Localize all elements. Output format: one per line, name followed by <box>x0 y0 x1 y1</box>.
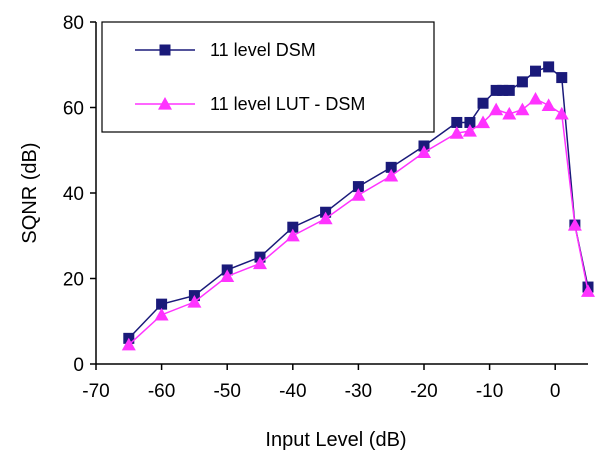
y-tick-label: 20 <box>63 270 84 291</box>
data-point <box>515 102 530 116</box>
legend-marker-lut-dsm <box>158 97 172 110</box>
legend-label-lut-dsm: 11 level LUT - DSM <box>210 94 365 114</box>
x-tick-label: -40 <box>279 381 306 402</box>
x-axis-label: Input Level (dB) <box>265 429 406 451</box>
series-line <box>128 98 589 346</box>
x-tick-label: -20 <box>410 381 437 402</box>
data-point <box>287 221 299 233</box>
data-point <box>187 295 202 308</box>
data-point <box>556 72 568 84</box>
data-point <box>451 116 463 128</box>
y-tick-label: 80 <box>63 13 84 34</box>
data-point <box>449 126 464 139</box>
x-tick-label: -60 <box>148 381 175 402</box>
data-point <box>530 65 542 77</box>
x-ticks: -70 -60 -50 -40 -30 -20 -10 0 <box>82 364 560 402</box>
data-point <box>581 284 595 297</box>
data-point <box>253 256 267 270</box>
y-tick-label: 60 <box>63 99 84 120</box>
series-1 <box>121 91 595 351</box>
y-axis-label: SQNR (dB) <box>19 142 41 243</box>
data-point <box>503 84 515 96</box>
x-tick-label: 0 <box>550 381 561 402</box>
legend-marker-dsm <box>159 44 171 56</box>
data-point <box>489 102 504 116</box>
x-tick-label: -30 <box>345 381 372 402</box>
legend: 11 level DSM 11 level LUT - DSM <box>101 21 435 133</box>
data-point <box>318 211 333 225</box>
y-tick-label: 0 <box>73 355 84 376</box>
y-tick-label: 40 <box>63 184 84 205</box>
x-tick-label: -50 <box>213 381 240 402</box>
data-point <box>528 91 543 105</box>
legend-label-dsm: 11 level DSM <box>210 40 316 60</box>
data-point <box>462 124 477 137</box>
y-ticks: 0 20 40 60 80 <box>63 13 96 376</box>
data-point <box>385 161 397 173</box>
data-point <box>490 84 502 96</box>
series <box>121 61 595 351</box>
legend-box <box>101 21 435 133</box>
data-point <box>477 97 489 109</box>
data-point <box>543 61 555 73</box>
data-point <box>554 106 569 120</box>
data-point <box>516 76 528 88</box>
x-tick-label: -70 <box>82 381 109 402</box>
x-tick-label: -10 <box>476 381 503 402</box>
data-point <box>351 188 366 201</box>
data-point <box>352 181 364 193</box>
data-point <box>541 98 556 111</box>
data-point <box>497 84 509 96</box>
data-point <box>121 337 136 351</box>
data-point <box>220 269 235 282</box>
data-point <box>384 168 399 182</box>
data-point <box>567 218 582 231</box>
data-point <box>464 116 476 128</box>
data-point <box>154 307 169 321</box>
data-point <box>417 145 431 158</box>
data-point <box>285 228 300 242</box>
data-point <box>502 106 517 120</box>
series-line <box>128 66 589 339</box>
data-point <box>476 115 491 129</box>
data-point <box>156 298 168 310</box>
